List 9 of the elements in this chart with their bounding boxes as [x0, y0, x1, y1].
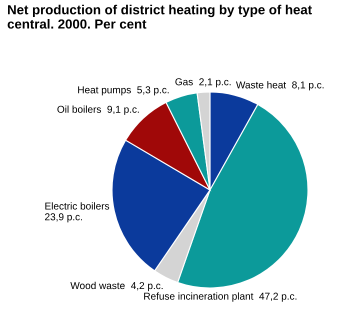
slice-label: Heat pumps 5,3 p.c. [78, 86, 169, 96]
slice-label: Oil boilers 9,1 p.c. [57, 106, 139, 115]
slice-label: Gas 2,1 p.c. [175, 78, 231, 88]
slice-label: Wood waste 4,2 p.c. [70, 282, 163, 292]
slice-label: Refuse incineration plant 47,2 p.c. [144, 292, 296, 302]
slice-label: Electric boilers [45, 202, 110, 210]
chart-title: Net production of district heating by type of heat central. 2000. Per cent [8, 4, 312, 29]
slice-label: Waste heat 8,1 p.c. [236, 81, 324, 90]
data-label: 23,9 p.c. [45, 213, 82, 222]
